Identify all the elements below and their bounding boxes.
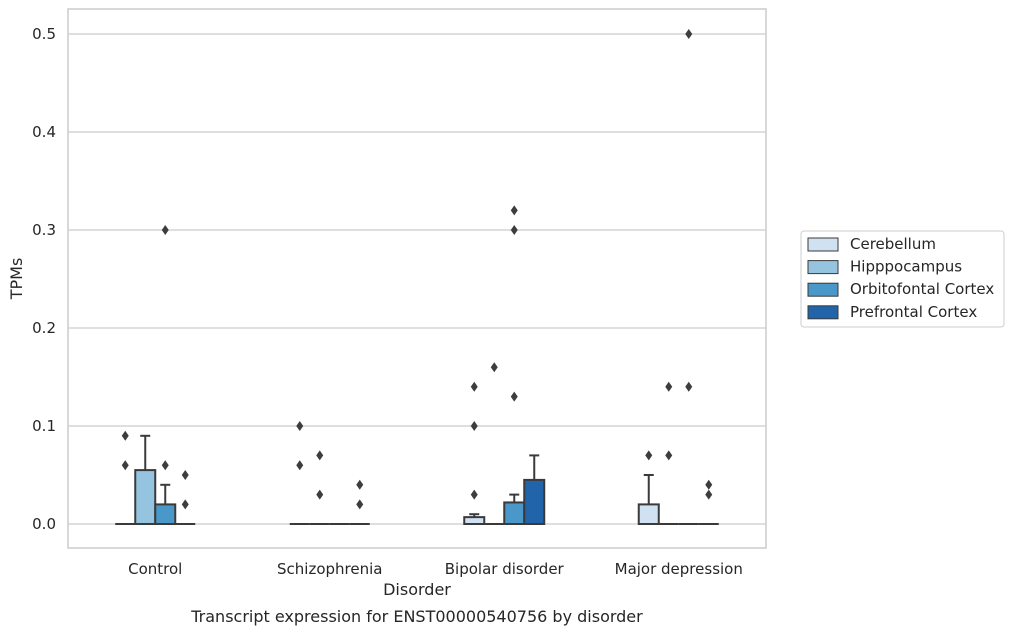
box-body: [637, 503, 660, 525]
box-body: [134, 469, 157, 526]
outlier-point: [296, 421, 304, 431]
outlier-point: [705, 479, 713, 490]
outlier-point: [181, 470, 189, 480]
box-orbitofontal-cortex: [154, 225, 177, 525]
box-plot-marks: [115, 29, 719, 526]
box-cerebellum: [289, 421, 310, 525]
outlier-point: [645, 450, 653, 461]
box-body: [463, 516, 486, 526]
grid-lines: [68, 33, 766, 525]
outlier-point: [665, 381, 673, 392]
outlier-point: [705, 489, 713, 500]
box-prefrontal-cortex: [698, 479, 719, 525]
outlier-point: [490, 362, 498, 373]
outlier-point: [161, 460, 169, 471]
box-body: [523, 478, 546, 525]
legend-label: Cerebellum: [850, 235, 936, 253]
outlier-point: [316, 489, 324, 500]
plot-area-frame: [67, 8, 767, 549]
y-tick-label: 0.2: [32, 319, 56, 337]
box-hipppocampus: [658, 381, 679, 525]
outlier-point: [510, 225, 518, 235]
box-cerebellum: [463, 381, 486, 526]
y-tick-label: 0.0: [32, 515, 56, 533]
x-tick-label: Bipolar disorder: [445, 560, 565, 578]
outlier-point: [510, 205, 518, 216]
outlier-point: [685, 381, 693, 392]
x-tick-labels: Control Schizophrenia Bipolar disorder Majo…: [128, 560, 743, 578]
legend-item: Cerebellum: [807, 235, 936, 253]
y-axis-label: TPMs: [7, 258, 26, 301]
box-prefrontal-cortex: [523, 454, 546, 525]
legend-label: Hipppocampus: [850, 258, 962, 276]
y-tick-label: 0.1: [32, 417, 56, 435]
legend: Cerebellum Hipppocampus Orbitofontal Corte…: [800, 230, 1005, 328]
outlier-point: [470, 489, 478, 500]
box-cerebellum: [637, 450, 660, 525]
outlier-point: [296, 460, 304, 471]
y-tick-label: 0.5: [32, 25, 56, 43]
legend-item: Orbitofontal Cortex: [807, 280, 994, 298]
y-tick-label: 0.4: [32, 123, 56, 141]
legend-swatch: [807, 260, 839, 275]
figure-caption: Transcript expression for ENST0000054075…: [190, 607, 643, 626]
x-tick-label: Schizophrenia: [277, 560, 382, 578]
outlier-point: [121, 460, 129, 471]
outlier-point: [470, 381, 478, 392]
box-hipppocampus: [134, 434, 157, 526]
box-orbitofontal-cortex: [503, 205, 526, 526]
outlier-point: [665, 450, 673, 461]
outlier-point: [181, 499, 189, 510]
outlier-point: [316, 450, 324, 461]
legend-swatch: [807, 305, 839, 320]
outlier-point: [161, 225, 169, 235]
legend-swatch: [807, 282, 839, 297]
outlier-point: [121, 430, 129, 441]
legend-label: Prefrontal Cortex: [850, 303, 977, 321]
outlier-point: [356, 499, 364, 510]
legend-item: Hipppocampus: [807, 258, 962, 276]
legend-item: Prefrontal Cortex: [807, 303, 977, 321]
box-body: [503, 501, 526, 526]
outlier-point: [510, 391, 518, 402]
box-hipppocampus: [309, 450, 330, 525]
box-hipppocampus: [484, 362, 505, 525]
outlier-point: [470, 421, 478, 431]
y-tick-labels: 0.0 0.1 0.2 0.3 0.4 0.5: [32, 25, 56, 533]
box-orbitofontal-cortex: [678, 29, 699, 525]
x-tick-label: Control: [128, 560, 182, 578]
box-prefrontal-cortex: [349, 479, 370, 525]
legend-frame: [800, 230, 1005, 328]
box-body: [154, 503, 177, 525]
outlier-point: [685, 29, 693, 39]
x-tick-label: Major depression: [615, 560, 743, 578]
legend-swatch: [807, 237, 839, 252]
outlier-point: [356, 479, 364, 490]
legend-label: Orbitofontal Cortex: [850, 280, 994, 298]
box-cerebellum: [115, 430, 136, 525]
y-tick-label: 0.3: [32, 221, 56, 239]
x-axis-label: Disorder: [383, 580, 451, 599]
box-prefrontal-cortex: [175, 470, 196, 525]
